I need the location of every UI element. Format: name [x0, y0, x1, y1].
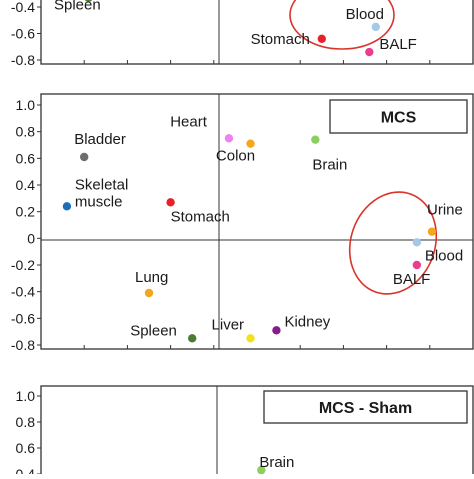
point-label-liver: Liver	[212, 316, 245, 333]
point-label-spleen: Spleen	[54, 0, 101, 14]
cluster-ellipse	[348, 191, 438, 295]
point-brain	[311, 135, 320, 144]
point-blood	[371, 22, 380, 32]
point-label-line: muscle	[75, 193, 123, 210]
panel-mcs: 1.0 0.8 0.6 0.4 0.2 0 -0.2 -0.4 -0.6 -0.8 MCS Bladd…	[11, 93, 474, 353]
point-label-spleen: Spleen	[130, 322, 177, 339]
plot-frame	[40, 93, 474, 350]
point-label-colon: Colon	[216, 148, 255, 165]
point-urine	[427, 227, 437, 236]
point-label-balf: BALF	[393, 271, 431, 288]
point-heart	[224, 134, 234, 143]
point-spleen	[84, 0, 93, 2]
point-lung	[144, 288, 154, 298]
y-tick-label: -0.8	[11, 337, 35, 353]
point-label-line: Skeletal	[75, 176, 128, 193]
point-skeletal-muscle	[62, 202, 72, 211]
point-balf	[412, 260, 422, 270]
y-tick-label: 0.4	[16, 466, 36, 474]
point-liver	[246, 334, 255, 343]
y-tick-label: 0.6	[16, 150, 36, 166]
panel-title-box	[263, 390, 468, 424]
y-tick-label: 0.8	[16, 124, 36, 140]
point-label-kidney: Kidney	[284, 313, 330, 330]
y-tick-label: 0	[27, 230, 35, 246]
y-tick-label: 0.8	[16, 414, 36, 430]
point-label-lung: Lung	[135, 269, 168, 286]
y-tick-label: 0.4	[16, 177, 36, 193]
point-label-brain: Brain	[312, 157, 347, 174]
y-tick-label: -0.4	[11, 284, 35, 300]
point-stomach	[166, 198, 175, 207]
y-tick-label: -0.8	[11, 52, 35, 68]
point-label-blood: Blood	[425, 247, 463, 264]
point-brain	[257, 465, 266, 475]
point-balf	[365, 47, 374, 57]
panel-title: MCS	[381, 110, 417, 127]
point-kidney	[272, 326, 281, 335]
point-spleen	[188, 334, 197, 343]
point-colon	[246, 139, 255, 148]
point-blood	[412, 238, 422, 247]
point-label-heart: Heart	[170, 113, 208, 130]
plot-frame	[40, 0, 474, 65]
y-tick-label: -0.2	[11, 257, 35, 273]
point-label-stomach: Stomach	[251, 31, 310, 48]
panel-top-partial: -0.4 -0.6 -0.8 Spleen Stomach Blood BALF	[11, 0, 474, 68]
plot-frame	[40, 385, 474, 479]
y-tick-label: 1.0	[16, 97, 36, 113]
y-tick-label: 1.0	[16, 388, 36, 404]
y-tick-label: -0.6	[11, 26, 35, 42]
panel-title: MCS - Sham	[319, 400, 412, 417]
panel-title-box	[329, 99, 468, 134]
point-label-brain: Brain	[259, 454, 294, 471]
point-label-skeletal-muscle: Skeletal muscle	[75, 176, 128, 210]
point-stomach	[317, 34, 326, 43]
point-label-urine: Urine	[427, 202, 463, 219]
point-label-blood: Blood	[346, 6, 384, 23]
y-tick-label: 0.2	[16, 204, 36, 220]
point-bladder	[80, 152, 89, 162]
panel-mcs-sham: 1.0 0.8 0.6 0.4 MCS - Sham Brain	[16, 385, 474, 479]
y-tick-label: -0.6	[11, 310, 35, 326]
y-tick-label: -0.4	[11, 0, 35, 15]
point-label-bladder: Bladder	[74, 131, 126, 148]
y-tick-label: 0.6	[16, 440, 36, 456]
point-label-balf: BALF	[379, 36, 417, 53]
point-label-stomach: Stomach	[171, 208, 230, 225]
cluster-ellipse	[289, 0, 395, 50]
